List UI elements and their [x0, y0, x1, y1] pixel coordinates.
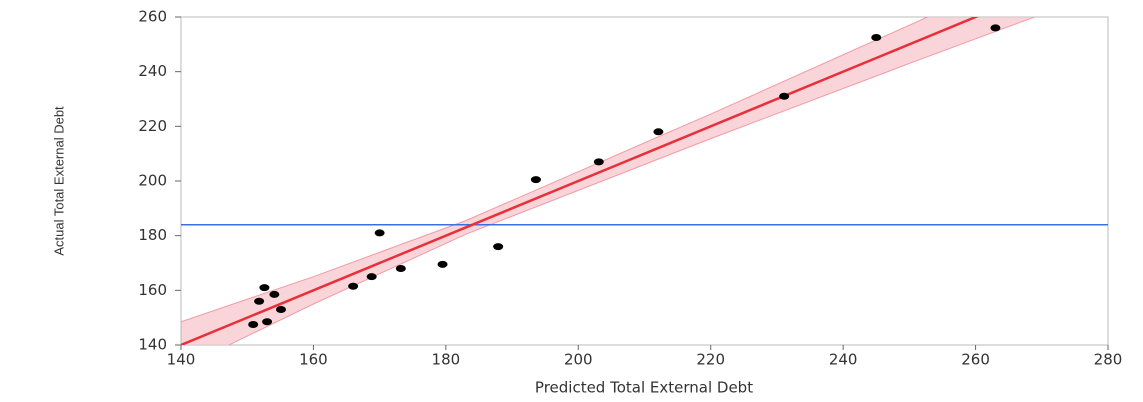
- point: [493, 243, 504, 251]
- x-tick-label: 280: [1094, 351, 1123, 369]
- point: [530, 176, 541, 184]
- point: [653, 128, 664, 136]
- point: [262, 318, 273, 326]
- point: [395, 264, 406, 272]
- point: [259, 284, 270, 292]
- point: [254, 297, 265, 305]
- point: [593, 158, 604, 166]
- x-tick-label: 240: [829, 351, 858, 369]
- point: [374, 229, 385, 237]
- point: [269, 290, 280, 298]
- x-tick-label: 260: [961, 351, 990, 369]
- point: [348, 282, 359, 290]
- y-tick-label: 200: [138, 172, 167, 190]
- y-tick-label: 240: [138, 62, 167, 80]
- point: [779, 92, 790, 100]
- y-tick-label: 260: [138, 8, 167, 26]
- point: [366, 273, 377, 281]
- x-axis-label: Predicted Total External Debt: [535, 379, 753, 397]
- point: [248, 321, 259, 328]
- x-tick-label: 220: [696, 351, 725, 369]
- y-tick-label: 180: [138, 226, 167, 244]
- point: [437, 260, 448, 268]
- x-tick-label: 160: [299, 351, 328, 369]
- fit-line: [181, 17, 979, 345]
- point: [871, 34, 882, 41]
- plot: [181, 17, 1108, 345]
- x-tick-label: 200: [564, 351, 593, 369]
- point: [990, 24, 1001, 32]
- point: [275, 305, 286, 313]
- y-tick-label: 160: [138, 281, 167, 299]
- confidence-band: [181, 17, 1036, 345]
- y-tick-label: 220: [138, 117, 167, 135]
- x-tick-label: 140: [167, 351, 196, 369]
- y-tick-label: 140: [138, 336, 167, 354]
- y-axis-label: Actual Total External Debt: [51, 106, 66, 256]
- x-tick-label: 180: [432, 351, 461, 369]
